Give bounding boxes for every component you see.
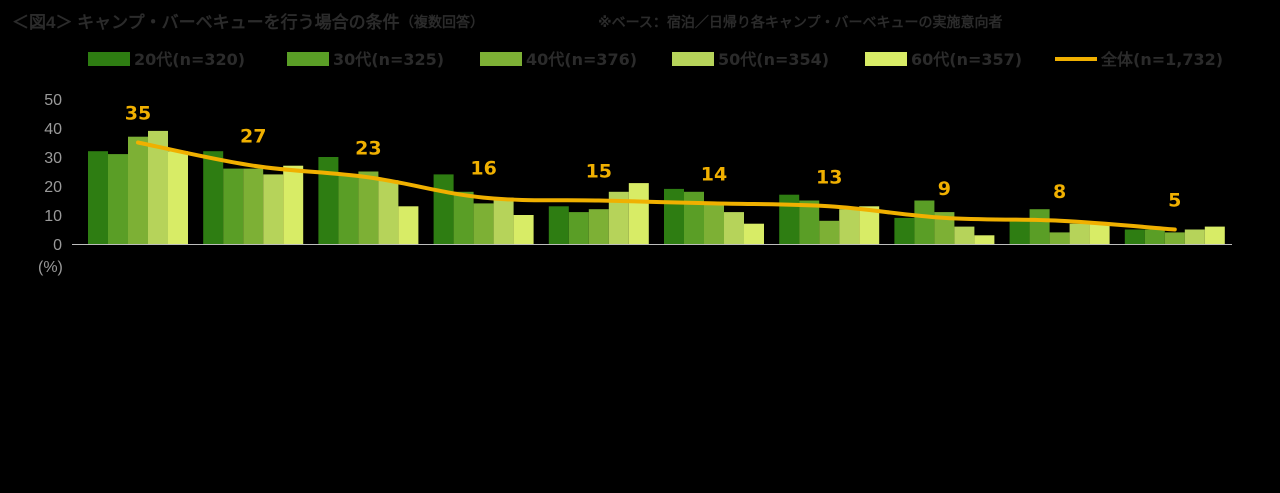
data-label: 8 <box>1053 181 1066 203</box>
bar <box>88 151 108 244</box>
unit-label: (%) <box>38 259 63 276</box>
bar <box>664 188 684 244</box>
bar <box>588 209 609 244</box>
bar <box>819 220 840 244</box>
bar <box>1164 232 1185 244</box>
data-label: 5 <box>1168 190 1181 212</box>
bar <box>628 183 649 244</box>
bar <box>1069 223 1090 244</box>
bar <box>338 174 359 244</box>
bar <box>1029 209 1050 244</box>
bar <box>1089 223 1110 244</box>
bar <box>398 206 419 244</box>
legend-swatch <box>88 52 130 66</box>
bar <box>318 157 339 244</box>
base-note: ※ベース：宿泊／日帰り各キャンプ・バーベキューの実施意向者 <box>598 14 1003 31</box>
chart-title: ＜図4＞ キャンプ・バーベキューを行う場合の条件 <box>12 12 400 32</box>
bar <box>799 200 820 244</box>
data-label: 9 <box>938 178 951 200</box>
bar <box>493 197 514 244</box>
legend-label: 60代(n=357) <box>911 50 1022 69</box>
legend: 20代(n=320) 30代(n=325) 40代(n=376) 50代(n=354)… <box>88 50 1223 69</box>
legend-label: 40代(n=376) <box>526 50 637 69</box>
bar <box>203 151 224 244</box>
bar <box>283 165 304 244</box>
data-labels: 35 27 23 16 15 14 13 9 8 5 <box>125 103 1182 212</box>
data-label: 35 <box>125 103 151 125</box>
bars <box>88 130 1225 244</box>
bar <box>1144 229 1165 244</box>
bar <box>263 174 284 244</box>
total-line <box>136 140 1177 232</box>
bar <box>894 217 915 244</box>
data-label: 16 <box>470 158 496 180</box>
bar <box>513 215 534 244</box>
bar <box>473 203 494 244</box>
legend-swatch <box>865 52 907 66</box>
legend-label: 20代(n=320) <box>134 50 245 69</box>
bar <box>378 180 399 244</box>
bar <box>243 168 264 244</box>
total-line-series <box>136 140 1177 232</box>
legend-swatch <box>672 52 714 66</box>
bar <box>839 209 860 244</box>
bar <box>704 203 724 244</box>
y-tick-label: 40 <box>44 121 62 138</box>
legend-label: 30代(n=325) <box>333 50 444 69</box>
bar <box>168 151 188 244</box>
y-tick-label: 0 <box>53 237 62 254</box>
bar <box>128 136 148 244</box>
legend-swatch <box>480 52 522 66</box>
y-axis: 0 10 20 30 40 50 <box>44 92 1232 254</box>
bar <box>453 191 474 244</box>
data-label: 13 <box>816 166 842 188</box>
bar <box>223 168 244 244</box>
bar <box>1049 232 1070 244</box>
legend-swatch <box>287 52 329 66</box>
data-label: 14 <box>701 163 727 185</box>
legend-label: 全体(n=1,732) <box>1100 50 1223 69</box>
data-label: 15 <box>586 161 612 183</box>
bar <box>1009 220 1030 244</box>
bar <box>744 223 764 244</box>
bar <box>548 206 569 244</box>
bar <box>568 212 589 244</box>
y-tick-label: 10 <box>44 208 62 225</box>
data-label: 23 <box>355 137 381 159</box>
bar <box>974 235 995 244</box>
chart-title-note: （複数回答） <box>400 14 484 31</box>
bar <box>608 191 629 244</box>
bar <box>914 200 935 244</box>
bar <box>433 174 454 244</box>
bar <box>1184 229 1205 244</box>
bar <box>358 171 379 244</box>
bar <box>1124 229 1145 244</box>
bar <box>1204 226 1225 244</box>
bar <box>779 194 800 244</box>
bar <box>684 191 704 244</box>
bar <box>148 130 168 244</box>
bar <box>859 206 880 244</box>
bar <box>954 226 975 244</box>
legend-label: 50代(n=354) <box>718 50 829 69</box>
data-label: 27 <box>240 126 266 148</box>
y-tick-label: 30 <box>44 150 62 167</box>
y-tick-label: 20 <box>44 179 62 196</box>
bar <box>724 212 744 244</box>
y-tick-label: 50 <box>44 92 62 109</box>
bar <box>108 154 128 244</box>
